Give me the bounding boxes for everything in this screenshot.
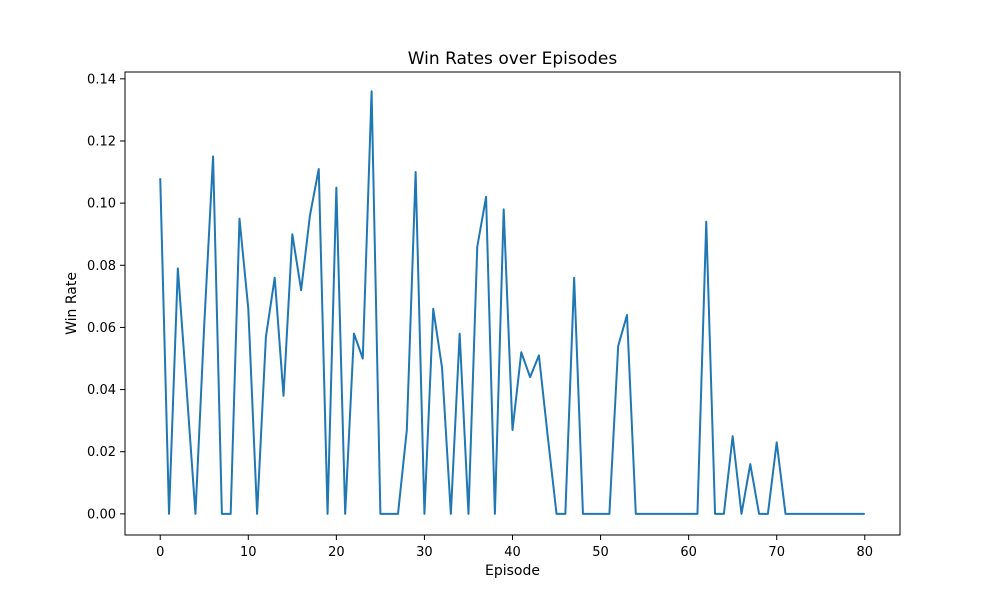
x-tick-label: 60 <box>680 545 697 560</box>
series-layer <box>159 90 865 515</box>
x-tick-label: 70 <box>768 545 785 560</box>
chart-title: Win Rates over Episodes <box>408 49 618 69</box>
x-tick-label: 30 <box>416 545 433 560</box>
y-axis-label: Win Rate <box>64 272 80 335</box>
x-axis-ticks: 0 10 20 30 40 50 60 70 80 <box>156 535 873 560</box>
x-tick-label: 80 <box>856 545 873 560</box>
x-axis-label: Episode <box>485 563 540 579</box>
x-tick-label: 40 <box>504 545 521 560</box>
y-tick-label: 0.14 <box>87 72 116 87</box>
x-tick-label: 10 <box>240 545 257 560</box>
y-tick-label: 0.08 <box>87 259 116 274</box>
y-tick-label: 0.10 <box>87 197 116 212</box>
y-tick-label: 0.04 <box>87 383 116 398</box>
y-axis-ticks: 0.00 0.02 0.04 0.06 0.08 0.10 0.12 0.14 <box>87 72 125 522</box>
y-tick-label: 0.06 <box>87 321 116 336</box>
plot-frame <box>124 71 901 536</box>
x-tick-label: 0 <box>156 545 164 560</box>
y-tick-label: 0.00 <box>87 507 116 522</box>
x-tick-label: 50 <box>592 545 609 560</box>
y-tick-label: 0.12 <box>87 134 116 149</box>
y-tick-label: 0.02 <box>87 445 116 460</box>
series-line-0 <box>159 90 865 515</box>
plot-area <box>125 72 900 535</box>
x-tick-label: 20 <box>328 545 345 560</box>
